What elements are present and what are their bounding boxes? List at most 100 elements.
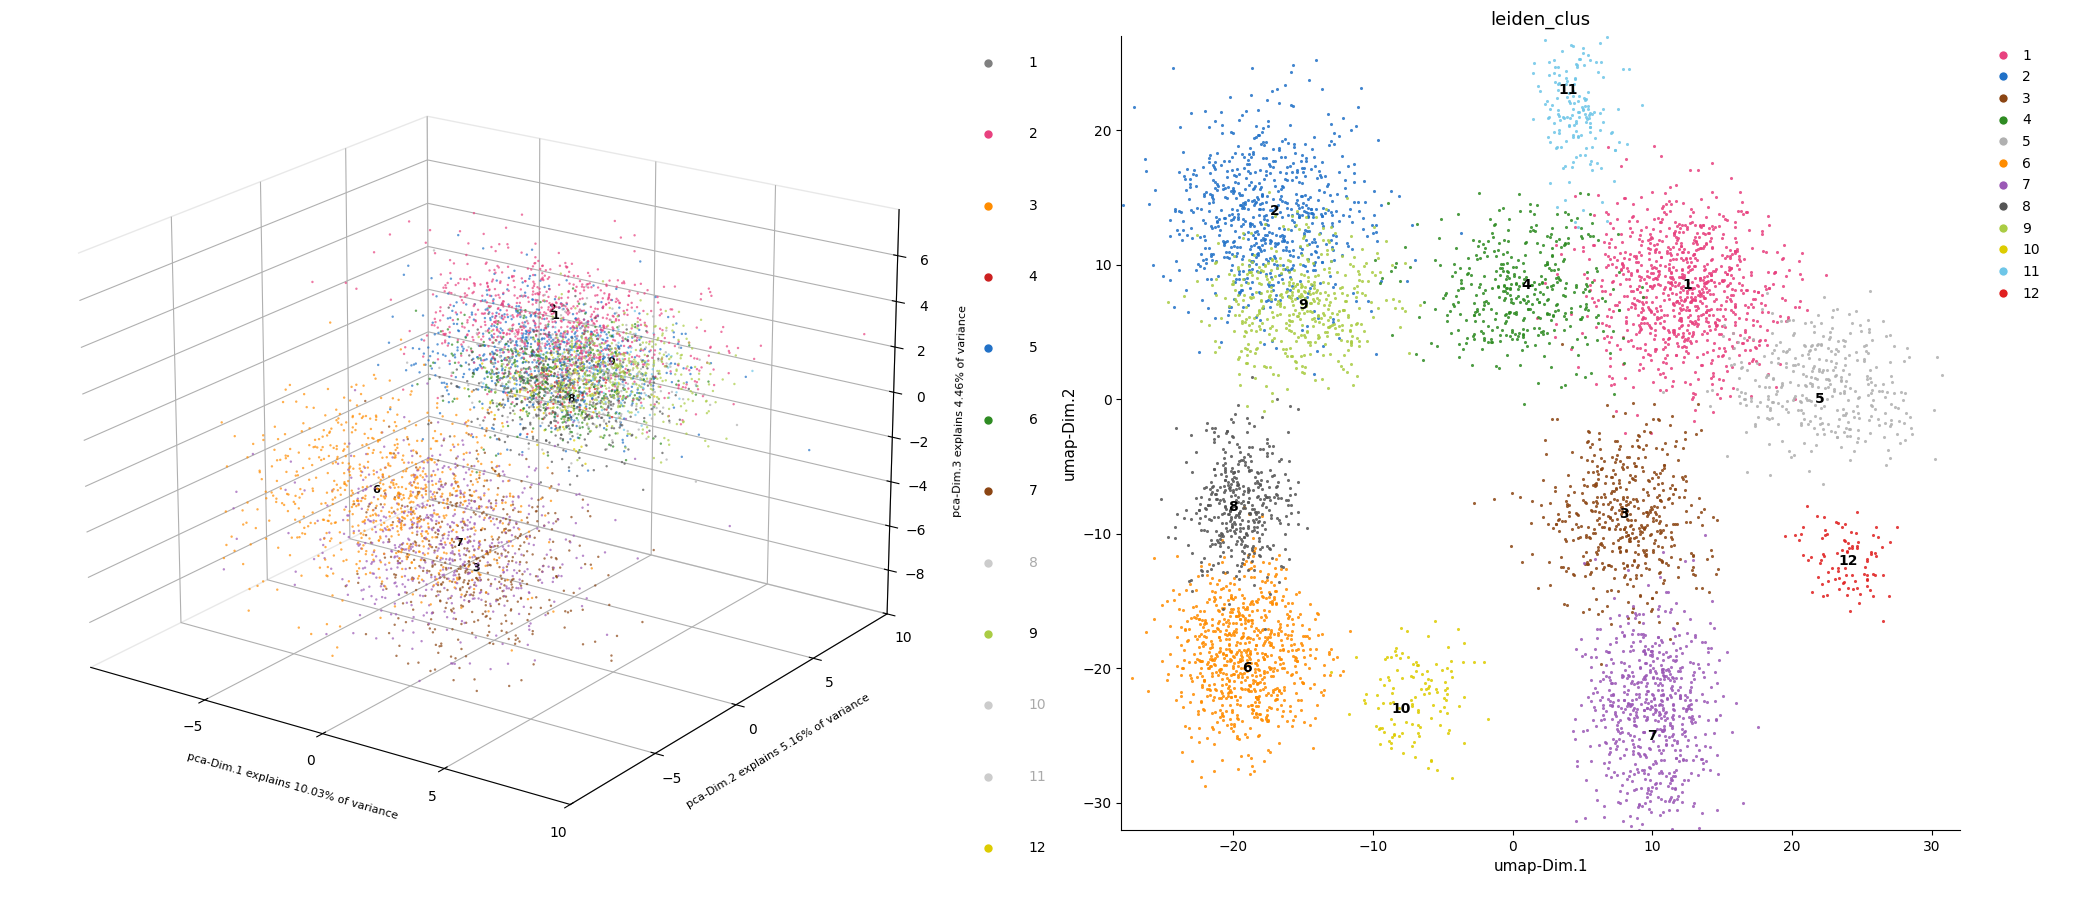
Point — [1243, 706, 1276, 721]
Point — [1624, 627, 1658, 641]
Point — [1201, 496, 1235, 511]
Point — [1562, 360, 1595, 374]
Point — [1308, 325, 1341, 339]
Point — [1276, 623, 1310, 638]
Point — [1660, 247, 1694, 262]
Text: 6: 6 — [1243, 661, 1251, 676]
Point — [1497, 296, 1530, 310]
Point — [1285, 359, 1318, 373]
Point — [1654, 203, 1687, 217]
Point — [1184, 612, 1218, 627]
Point — [1643, 516, 1677, 530]
Point — [1310, 329, 1344, 344]
Point — [1211, 153, 1245, 168]
Point — [1331, 364, 1364, 379]
Point — [1302, 607, 1335, 621]
Point — [1687, 756, 1721, 770]
Point — [1559, 60, 1593, 74]
Point — [1599, 143, 1633, 157]
Point — [1729, 425, 1763, 439]
Point — [1209, 658, 1243, 672]
Point — [1742, 285, 1775, 299]
Point — [1209, 648, 1243, 662]
Point — [1675, 713, 1708, 728]
Point — [1287, 714, 1320, 729]
Point — [1251, 603, 1285, 618]
Point — [1270, 665, 1304, 679]
Point — [1562, 520, 1595, 534]
Point — [1478, 216, 1511, 231]
Point — [1660, 751, 1694, 766]
Point — [1574, 439, 1608, 454]
Point — [1668, 252, 1702, 266]
Point — [1375, 184, 1409, 198]
Point — [1289, 294, 1323, 308]
Point — [1243, 441, 1276, 456]
Point — [1239, 195, 1272, 209]
Point — [1239, 665, 1272, 679]
Point — [1717, 288, 1750, 302]
Title: leiden_clus: leiden_clus — [1490, 11, 1591, 29]
Point — [1641, 490, 1675, 504]
Point — [1209, 189, 1243, 204]
Point — [1536, 278, 1570, 292]
Point — [1205, 555, 1239, 569]
Point — [1555, 108, 1589, 123]
Point — [1564, 228, 1597, 243]
Point — [1518, 337, 1551, 352]
Point — [1622, 451, 1656, 465]
Point — [1232, 216, 1266, 230]
Point — [1490, 347, 1524, 362]
Point — [1214, 300, 1247, 315]
Point — [1205, 672, 1239, 686]
Point — [1654, 602, 1687, 616]
Point — [1631, 709, 1664, 723]
Point — [1285, 148, 1318, 162]
Point — [1647, 332, 1681, 346]
Point — [1249, 714, 1283, 729]
Point — [1677, 667, 1710, 682]
Point — [1601, 723, 1635, 738]
Point — [1666, 326, 1700, 340]
Point — [1409, 682, 1442, 696]
Point — [1601, 517, 1635, 531]
Point — [1624, 320, 1658, 335]
Point — [1639, 723, 1673, 738]
Point — [1834, 429, 1868, 444]
Point — [1235, 87, 1268, 102]
Point — [1480, 320, 1513, 335]
Point — [1564, 299, 1597, 314]
Point — [1538, 257, 1572, 272]
Point — [1549, 220, 1582, 235]
Point — [1631, 701, 1664, 715]
Point — [1333, 624, 1367, 639]
Point — [1721, 371, 1754, 385]
Point — [1228, 611, 1262, 625]
Point — [1629, 692, 1662, 706]
Point — [1222, 643, 1256, 658]
Point — [1251, 569, 1285, 584]
Point — [1205, 442, 1239, 456]
Point — [1325, 280, 1358, 294]
Point — [1538, 483, 1572, 498]
Point — [1262, 96, 1295, 110]
Point — [1232, 165, 1266, 179]
Point — [1195, 634, 1228, 649]
Point — [1886, 354, 1920, 368]
Point — [1243, 202, 1276, 216]
Point — [1228, 458, 1262, 473]
Point — [1245, 585, 1279, 600]
Point — [1486, 201, 1520, 216]
Point — [1132, 197, 1165, 211]
Point — [1580, 685, 1614, 699]
Point — [1224, 749, 1258, 763]
Point — [1274, 234, 1308, 248]
Point — [1211, 267, 1245, 281]
Point — [1249, 93, 1283, 107]
Point — [1803, 364, 1836, 378]
Point — [1662, 664, 1696, 678]
Point — [1251, 293, 1285, 308]
Point — [1918, 403, 1951, 418]
Point — [1639, 524, 1673, 538]
Point — [1652, 244, 1685, 258]
